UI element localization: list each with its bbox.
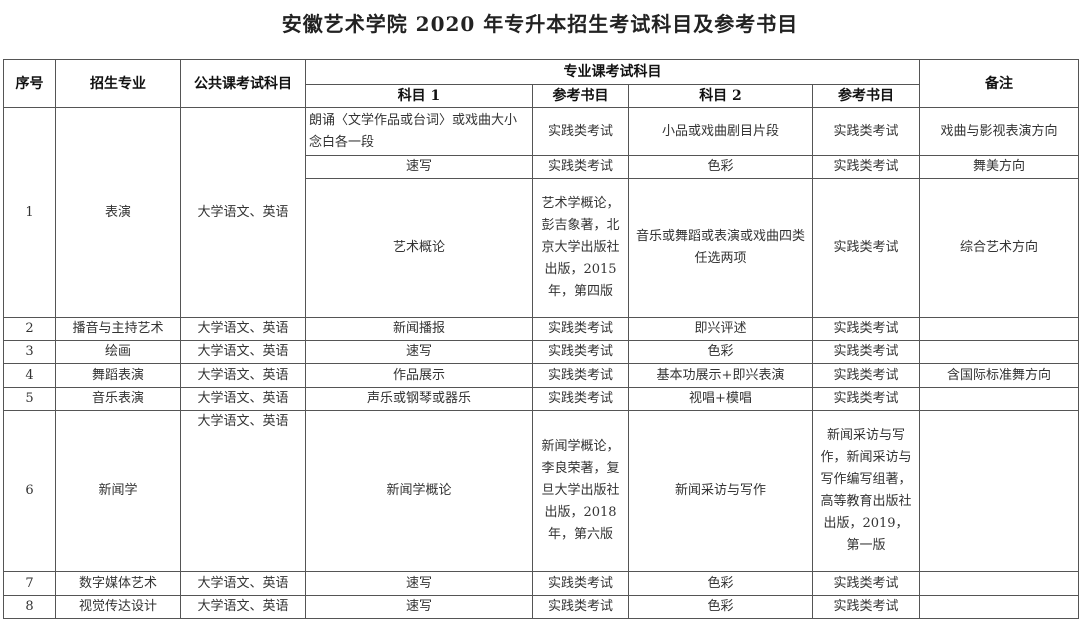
header-public: 公共课考试科目	[180, 59, 306, 108]
ref2-cell: 实践类考试	[812, 107, 920, 156]
ref2-cell: 新闻采访与写作，新闻采访与写作编写组著，高等教育出版社出版，2019，第一版	[812, 410, 920, 572]
ref2-cell: 实践类考试	[812, 178, 920, 318]
ref1-cell: 实践类考试	[532, 317, 629, 341]
public-course-cell: 大学语文、英语	[180, 595, 306, 619]
seq-cell: 4	[3, 363, 56, 388]
major-cell: 视觉传达设计	[55, 595, 181, 619]
seq-cell: 1	[3, 107, 56, 318]
table-row: 5 音乐表演 大学语文、英语 声乐或钢琴或器乐 实践类考试 视唱+模唱 实践类考试	[3, 387, 1079, 411]
remarks-cell	[919, 340, 1079, 364]
public-course-cell: 大学语文、英语	[180, 317, 306, 341]
subject1-cell: 声乐或钢琴或器乐	[305, 387, 533, 411]
document-title: 安徽艺术学院 2020 年专升本招生考试科目及参考书目	[281, 12, 799, 36]
remarks-cell	[919, 387, 1079, 411]
header-professional: 专业课考试科目	[305, 59, 920, 85]
remarks-cell	[919, 595, 1079, 619]
public-course-cell: 大学语文、英语	[180, 571, 306, 596]
ref2-cell: 实践类考试	[812, 363, 920, 388]
seq-cell: 5	[3, 387, 56, 411]
subject1-cell: 作品展示	[305, 363, 533, 388]
ref1-cell: 实践类考试	[532, 155, 629, 179]
header-subrow: 科目 1 参考书目 科目 2 参考书目	[4, 84, 1079, 108]
ref1-cell: 实践类考试	[532, 387, 629, 411]
header-remarks: 备注	[919, 59, 1079, 108]
header-subject1: 科目 1	[305, 84, 533, 108]
header-ref2: 参考书目	[812, 84, 920, 108]
remarks-cell: 综合艺术方向	[919, 178, 1079, 318]
major-cell: 数字媒体艺术	[55, 571, 181, 596]
public-course-cell: 大学语文、英语	[180, 410, 306, 572]
seq-cell: 7	[3, 571, 56, 596]
remarks-cell: 舞美方向	[919, 155, 1079, 179]
table-row: 1 表演 大学语文、英语 朗诵〈文学作品或台词〉或戏曲大小念白各一段 实践类考试 小品或戏…	[3, 107, 1079, 318]
major-cell: 播音与主持艺术	[55, 317, 181, 341]
seq-cell: 3	[3, 340, 56, 364]
subject2-cell: 小品或戏曲剧目片段	[628, 107, 813, 156]
subject2-cell: 色彩	[628, 595, 813, 619]
ref2-cell: 实践类考试	[812, 317, 920, 341]
subject2-cell: 即兴评述	[628, 317, 813, 341]
header-subject2: 科目 2	[628, 84, 813, 108]
subject1-cell: 速写	[305, 340, 533, 364]
table-row: 艺术概论 艺术学概论，彭吉象著，北京大学出版社出版，2015年，第四版 音乐或舞蹈或…	[4, 178, 1079, 318]
exam-subjects-table: 序号 招生专业 公共课考试科目 专业课考试科目 备注 科目 1 参考书目 科目 …	[3, 59, 1079, 619]
ref1-cell: 艺术学概论，彭吉象著，北京大学出版社出版，2015年，第四版	[532, 178, 629, 318]
public-course-cell: 大学语文、英语	[180, 387, 306, 411]
major-cell: 表演	[55, 107, 181, 318]
table-row: 6 新闻学 大学语文、英语 新闻学概论 新闻学概论，李良荣著，复旦大学出版社出版，201…	[3, 410, 1079, 572]
table-row: 8 视觉传达设计 大学语文、英语 速写 实践类考试 色彩 实践类考试	[3, 595, 1079, 619]
major-cell: 舞蹈表演	[55, 363, 181, 388]
subject2-cell: 色彩	[628, 571, 813, 596]
header-row: 序号 招生专业 公共课考试科目 专业课考试科目 备注	[3, 59, 1079, 108]
subject2-cell: 新闻采访与写作	[628, 410, 813, 572]
table-row: 7 数字媒体艺术 大学语文、英语 速写 实践类考试 色彩 实践类考试	[3, 571, 1079, 596]
header-seq: 序号	[3, 59, 56, 108]
seq-cell: 2	[3, 317, 56, 341]
subject2-cell: 基本功展示+即兴表演	[628, 363, 813, 388]
subject1-cell: 速写	[305, 155, 533, 179]
remarks-cell	[919, 571, 1079, 596]
public-course-cell: 大学语文、英语	[180, 363, 306, 388]
major-cell: 绘画	[55, 340, 181, 364]
subject2-cell: 音乐或舞蹈或表演或戏曲四类任选两项	[628, 178, 813, 318]
ref2-cell: 实践类考试	[812, 571, 920, 596]
ref1-cell: 实践类考试	[532, 107, 629, 156]
table-row: 2 播音与主持艺术 大学语文、英语 新闻播报 实践类考试 即兴评述 实践类考试	[3, 317, 1079, 341]
subject1-cell: 艺术概论	[305, 178, 533, 318]
table-row: 4 舞蹈表演 大学语文、英语 作品展示 实践类考试 基本功展示+即兴表演 实践类考试 含国际标…	[3, 363, 1079, 388]
remarks-cell: 戏曲与影视表演方向	[919, 107, 1079, 156]
header-major: 招生专业	[55, 59, 181, 108]
remarks-cell	[919, 317, 1079, 341]
ref2-cell: 实践类考试	[812, 387, 920, 411]
header-ref1: 参考书目	[532, 84, 629, 108]
public-course-cell: 大学语文、英语	[180, 107, 306, 318]
seq-cell: 8	[3, 595, 56, 619]
major-cell: 新闻学	[55, 410, 181, 572]
subject1-cell: 速写	[305, 595, 533, 619]
subject2-cell: 色彩	[628, 155, 813, 179]
subject1-cell: 新闻播报	[305, 317, 533, 341]
ref2-cell: 实践类考试	[812, 595, 920, 619]
subject1-cell: 新闻学概论	[305, 410, 533, 572]
ref1-cell: 实践类考试	[532, 363, 629, 388]
table-row: 速写 实践类考试 色彩 实践类考试 舞美方向	[4, 155, 1079, 179]
subject2-cell: 色彩	[628, 340, 813, 364]
ref1-cell: 实践类考试	[532, 595, 629, 619]
ref2-cell: 实践类考试	[812, 155, 920, 179]
public-course-cell: 大学语文、英语	[180, 340, 306, 364]
subject1-cell: 朗诵〈文学作品或台词〉或戏曲大小念白各一段	[305, 107, 533, 156]
subject2-cell: 视唱+模唱	[628, 387, 813, 411]
table-row: 3 绘画 大学语文、英语 速写 实践类考试 色彩 实践类考试	[3, 340, 1079, 364]
seq-cell: 6	[3, 410, 56, 572]
ref1-cell: 实践类考试	[532, 340, 629, 364]
ref1-cell: 实践类考试	[532, 571, 629, 596]
subject1-cell: 速写	[305, 571, 533, 596]
remarks-cell	[919, 410, 1079, 572]
major-cell: 音乐表演	[55, 387, 181, 411]
ref1-cell: 新闻学概论，李良荣著，复旦大学出版社出版，2018年，第六版	[532, 410, 629, 572]
ref2-cell: 实践类考试	[812, 340, 920, 364]
remarks-cell: 含国际标准舞方向	[919, 363, 1079, 388]
